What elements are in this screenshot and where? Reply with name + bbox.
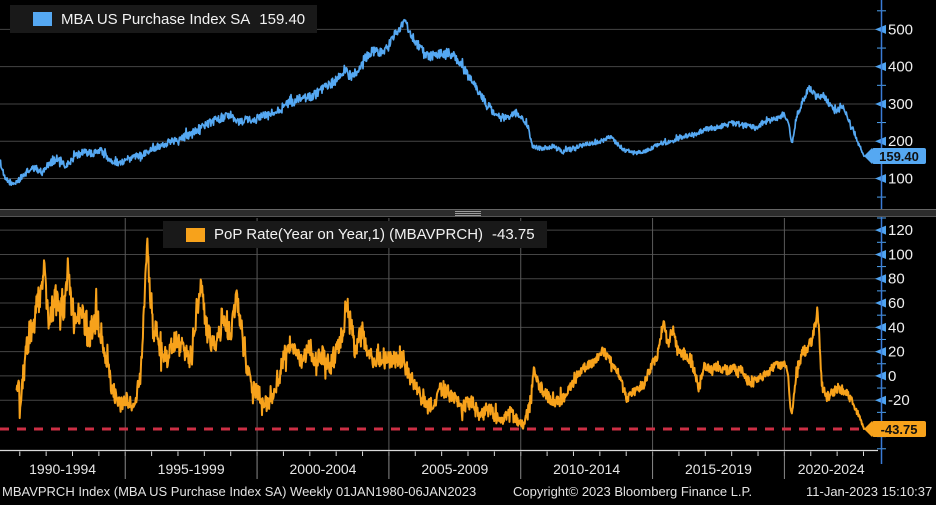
- legend-bottom-label: PoP Rate(Year on Year,1) (MBAVPRCH): [214, 226, 484, 243]
- y-axis-tick-arrow-icon: [875, 347, 886, 357]
- y-axis-tick-label: 200: [888, 133, 913, 150]
- y-axis-tick-arrow-icon: [875, 249, 886, 259]
- y-axis-tick-label: 500: [888, 21, 913, 38]
- footer-timestamp: 11-Jan-2023 15:10:37: [806, 484, 933, 499]
- series-swatch-orange-icon: [186, 227, 205, 242]
- axis-badge-last-value-top: 159.40: [864, 148, 926, 164]
- x-axis-label: 2010-2014: [553, 461, 621, 477]
- y-axis-tick-label: 20: [888, 344, 905, 361]
- y-axis-tick-arrow-icon: [875, 24, 886, 34]
- x-axis-label: 2020-2024: [797, 461, 865, 477]
- y-axis-tick-arrow-icon: [875, 173, 886, 183]
- badge-arrow-left-icon: [864, 421, 872, 437]
- y-axis-tick-label: 80: [888, 271, 905, 288]
- x-axis-label: 2000-2004: [289, 461, 357, 477]
- y-axis-tick-arrow-icon: [875, 274, 886, 284]
- series-line-top[interactable]: [0, 18, 865, 187]
- y-axis-tick-label: 40: [888, 319, 905, 336]
- y-axis-tick-label: 0: [888, 368, 896, 385]
- x-axis-label: 1990-1994: [29, 461, 97, 477]
- panel-splitter[interactable]: [0, 209, 936, 217]
- y-axis-tick-label: 300: [888, 96, 913, 113]
- y-axis-tick-label: 100: [888, 246, 913, 263]
- y-axis-tick-arrow-icon: [875, 136, 886, 146]
- x-axis-labels: 1990-1994 1995-1999 2000-2004 2005-2009 2010…: [0, 461, 878, 478]
- y-axis-tick-arrow-icon: [875, 371, 886, 381]
- y-axis-tick-arrow-icon: [875, 298, 886, 308]
- x-axis-label: 1995-1999: [157, 461, 225, 477]
- y-axis-tick-arrow-icon: [875, 322, 886, 332]
- x-axis-label: 2005-2009: [421, 461, 489, 477]
- splitter-handle-icon: [455, 211, 481, 216]
- legend-top-series[interactable]: MBA US Purchase Index SA 159.40: [10, 5, 318, 33]
- footer-copyright: Copyright© 2023 Bloomberg Finance L.P.: [513, 484, 753, 499]
- legend-top-label: MBA US Purchase Index SA: [61, 10, 251, 28]
- legend-bottom-series[interactable]: PoP Rate(Year on Year,1) (MBAVPRCH) -43.…: [163, 221, 547, 248]
- legend-top-value: 159.40: [259, 10, 306, 28]
- y-axis-tick-label: 100: [888, 170, 913, 187]
- legend-bottom-value: -43.75: [492, 226, 535, 243]
- y-axis-tick-arrow-icon: [875, 395, 886, 405]
- y-axis-tick-label: -20: [888, 392, 910, 409]
- x-axis-label: 2015-2019: [684, 461, 752, 477]
- y-axis-tick-label: 400: [888, 59, 913, 76]
- series-swatch-blue-icon: [33, 12, 52, 26]
- y-axis-tick-arrow-icon: [875, 62, 886, 72]
- y-axis-tick-arrow-icon: [875, 99, 886, 109]
- badge-arrow-left-icon: [864, 148, 872, 164]
- y-axis-tick-label: 120: [888, 222, 913, 239]
- footer-security-info: MBAVPRCH Index (MBA US Purchase Index SA…: [2, 484, 477, 499]
- series-line-bottom[interactable]: [15, 237, 865, 430]
- axis-badge-last-value-bottom: -43.75: [864, 421, 926, 437]
- y-axis-tick-arrow-icon: [875, 225, 886, 235]
- y-axis-tick-label: 60: [888, 295, 905, 312]
